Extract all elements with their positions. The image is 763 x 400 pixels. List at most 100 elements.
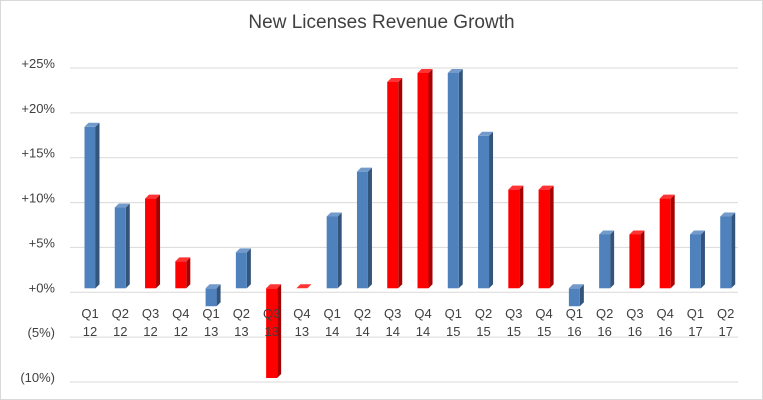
bar-front	[538, 189, 550, 289]
bar-side	[186, 257, 191, 289]
bar-top	[205, 284, 221, 289]
bar-top	[508, 185, 524, 190]
bar-top	[387, 77, 403, 82]
x-tick-label-quarter: Q3	[384, 306, 401, 321]
y-tick-label: +25%	[21, 56, 55, 71]
bar-front	[84, 126, 96, 289]
bar-q4-14	[417, 68, 433, 289]
x-tick-label-quarter: Q4	[535, 306, 552, 321]
bar-top	[689, 230, 705, 235]
x-tick-label-year: 13	[204, 324, 218, 339]
x-tick-label-quarter: Q4	[414, 306, 431, 321]
bar-side	[337, 212, 342, 289]
bar-side	[156, 194, 161, 289]
x-tick-label-year: 16	[567, 324, 581, 339]
y-tick-label: +20%	[21, 101, 55, 116]
bar-front	[689, 234, 701, 289]
bar-side	[125, 203, 130, 289]
bar-front	[720, 216, 732, 289]
y-tick-label: (10%)	[20, 370, 55, 385]
bar-q1-15	[447, 68, 463, 289]
x-tick-label-quarter: Q1	[81, 306, 98, 321]
bar-top	[599, 230, 615, 235]
x-tick-label-quarter: Q4	[293, 306, 310, 321]
bar-front	[478, 135, 490, 289]
bar-q2-14	[356, 167, 372, 289]
x-tick-label-quarter: Q1	[566, 306, 583, 321]
bar-top	[720, 212, 736, 217]
chart-title: New Licenses Revenue Growth	[248, 12, 515, 33]
x-tick-label-year: 14	[325, 324, 339, 339]
bar-side	[549, 185, 554, 289]
bar-front	[266, 288, 278, 378]
bar-front	[568, 288, 580, 307]
bar-front	[205, 288, 217, 307]
x-tick-label-quarter: Q1	[324, 306, 341, 321]
bar-side	[216, 284, 221, 307]
bar-q3-12	[145, 194, 161, 289]
x-tick-label-year: 15	[507, 324, 521, 339]
x-tick-label-quarter: Q2	[475, 306, 492, 321]
bar-side	[246, 248, 251, 289]
bar-q3-16	[629, 230, 645, 289]
bar-top	[235, 248, 251, 253]
bar-top	[175, 257, 191, 262]
x-tick-label-quarter: Q1	[445, 306, 462, 321]
x-tick-label-year: 13	[295, 324, 309, 339]
bar-front	[235, 252, 247, 289]
bar-front	[417, 72, 429, 289]
x-tick-label-quarter: Q2	[233, 306, 250, 321]
bar-q2-13	[235, 248, 251, 289]
bar-top	[145, 194, 161, 199]
x-tick-label-year: 14	[416, 324, 430, 339]
bar-q1-13	[205, 284, 221, 307]
x-tick-label-year: 16	[658, 324, 672, 339]
bar-top	[538, 185, 554, 190]
bar-q1-12	[84, 122, 100, 289]
bar-top	[326, 212, 342, 217]
bar-front	[599, 234, 611, 289]
x-tick-label-year: 15	[446, 324, 460, 339]
x-tick-label-quarter: Q2	[354, 306, 371, 321]
x-tick-label-year: 13	[264, 324, 278, 339]
bar-front	[175, 261, 187, 289]
bar-q2-12	[114, 203, 130, 289]
x-tick-label-year: 13	[234, 324, 248, 339]
bar-front	[326, 216, 338, 289]
x-tick-label-year: 12	[113, 324, 127, 339]
bar-side	[700, 230, 705, 289]
x-tick-label-quarter: Q4	[657, 306, 674, 321]
x-tick-label-quarter: Q2	[717, 306, 734, 321]
bar-top	[84, 122, 100, 127]
bar-side	[731, 212, 736, 289]
bar-side	[579, 284, 584, 307]
bar-top	[266, 284, 282, 289]
bar-front	[447, 72, 459, 289]
bar-top	[447, 68, 463, 73]
bar-top	[478, 131, 494, 136]
x-tick-label-quarter: Q3	[142, 306, 159, 321]
y-tick-label: (5%)	[28, 325, 55, 340]
x-tick-label-year: 16	[628, 324, 642, 339]
x-tick-label-quarter: Q1	[687, 306, 704, 321]
bar-q2-15	[478, 131, 494, 289]
x-tick-label-quarter: Q2	[596, 306, 613, 321]
bar-front	[356, 171, 368, 289]
x-tick-label-year: 17	[688, 324, 702, 339]
x-tick-label-quarter: Q3	[505, 306, 522, 321]
x-tick-label-year: 12	[174, 324, 188, 339]
bar-side	[670, 194, 675, 289]
bar-side	[519, 185, 524, 289]
bar-q2-17	[720, 212, 736, 289]
bar-front	[659, 198, 671, 289]
bar-q3-13	[266, 284, 282, 378]
bar-side	[398, 77, 403, 289]
bar-q4-15	[538, 185, 554, 289]
y-tick-label: +10%	[21, 191, 55, 206]
x-tick-label-quarter: Q2	[112, 306, 129, 321]
bar-top	[659, 194, 675, 199]
x-tick-label-quarter: Q1	[202, 306, 219, 321]
bar-top	[568, 284, 584, 289]
x-tick-label-year: 16	[597, 324, 611, 339]
